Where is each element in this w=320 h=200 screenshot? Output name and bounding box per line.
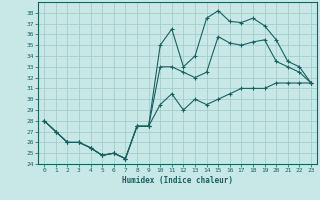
X-axis label: Humidex (Indice chaleur): Humidex (Indice chaleur) <box>122 176 233 185</box>
